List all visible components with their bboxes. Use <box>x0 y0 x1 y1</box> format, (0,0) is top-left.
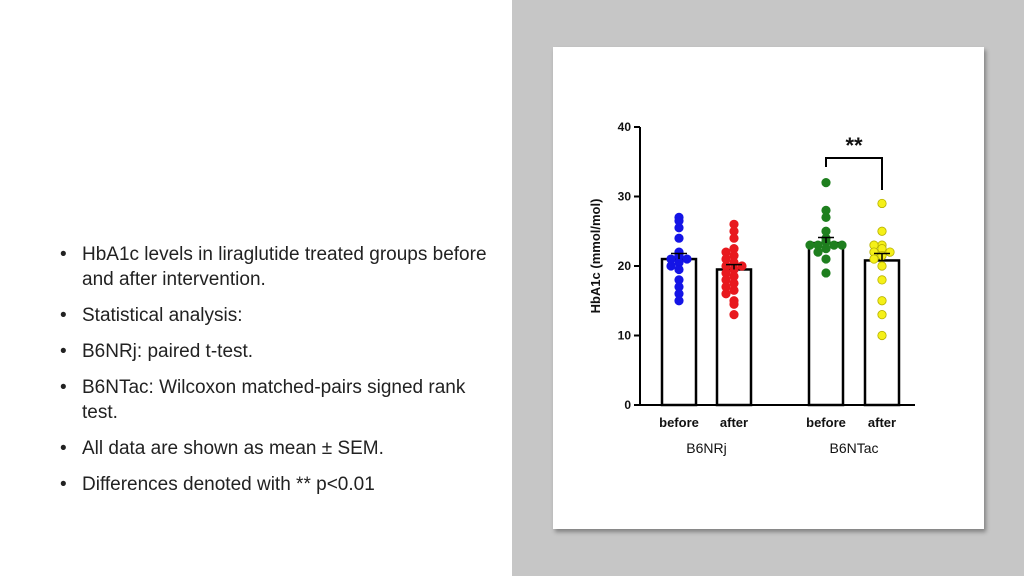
y-tick-label: 0 <box>624 398 631 412</box>
data-point <box>737 261 747 271</box>
data-point <box>821 178 831 188</box>
data-point <box>877 275 887 285</box>
data-point <box>885 247 895 257</box>
data-point <box>674 296 684 306</box>
data-point <box>837 240 847 250</box>
bullet-item: Differences denoted with ** p<0.01 <box>58 472 498 497</box>
data-point <box>829 240 839 250</box>
y-tick-label: 20 <box>618 259 632 273</box>
chart-card: 0 10 20 30 40 HbA1c (mmol/mol) before after befo… <box>553 47 984 529</box>
data-point <box>729 233 739 243</box>
significance-label: ** <box>845 133 863 158</box>
data-point <box>729 285 739 295</box>
text-panel: HbA1c levels in liraglutide treated grou… <box>0 0 512 576</box>
x-category-label: after <box>868 415 896 430</box>
bullet-item: All data are shown as mean ± SEM. <box>58 436 498 461</box>
y-tick-label: 10 <box>618 329 632 343</box>
data-point <box>877 261 887 271</box>
data-point <box>821 268 831 278</box>
data-point <box>821 212 831 222</box>
data-point <box>682 254 692 264</box>
data-point <box>877 198 887 209</box>
x-category-label: before <box>806 415 846 430</box>
bullet-item: Statistical analysis: <box>58 303 498 328</box>
data-point <box>877 296 887 306</box>
y-tick-label: 40 <box>618 120 632 134</box>
data-point <box>821 254 831 264</box>
y-axis-label: HbA1c (mmol/mol) <box>588 199 603 314</box>
data-point <box>666 261 676 271</box>
data-point <box>674 233 684 243</box>
x-category-label: before <box>659 415 699 430</box>
bullet-item: B6NRj: paired t-test. <box>58 339 498 364</box>
data-point <box>729 299 739 309</box>
data-point <box>721 289 731 299</box>
x-category-label: after <box>720 415 748 430</box>
data-point <box>877 310 887 320</box>
bullet-list: HbA1c levels in liraglutide treated grou… <box>58 242 498 508</box>
y-tick-label: 30 <box>618 190 632 204</box>
data-point <box>674 223 684 233</box>
data-point <box>877 330 887 341</box>
data-point <box>821 244 831 254</box>
bullet-item: B6NTac: Wilcoxon matched-pairs signed ra… <box>58 375 498 425</box>
data-point <box>729 310 739 320</box>
hba1c-bar-chart: 0 10 20 30 40 HbA1c (mmol/mol) before after befo… <box>588 120 915 456</box>
bullet-item: HbA1c levels in liraglutide treated grou… <box>58 242 498 292</box>
data-point <box>674 264 684 275</box>
group-label: B6NRj <box>686 440 726 456</box>
bar-b6ntac-before <box>807 241 845 407</box>
data-point <box>877 226 887 236</box>
data-point <box>805 240 815 250</box>
group-label: B6NTac <box>829 440 878 456</box>
significance-bracket <box>825 157 883 190</box>
data-point <box>869 254 879 264</box>
data-point <box>813 247 823 257</box>
